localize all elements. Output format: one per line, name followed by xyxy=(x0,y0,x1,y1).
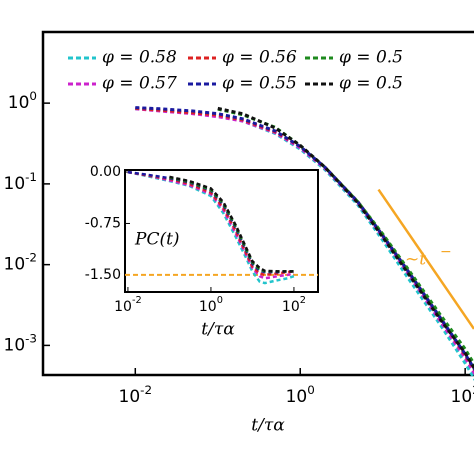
legend-label: φ = 0.55 xyxy=(222,74,297,94)
legend-label: φ = 0.56 xyxy=(222,48,297,68)
series-line xyxy=(169,175,294,273)
series-line xyxy=(217,106,474,371)
tick-label: 10-1 xyxy=(4,169,38,194)
series-line xyxy=(135,107,474,376)
x-axis-label: t/τα xyxy=(251,416,285,436)
y-tick-label: 0.00 xyxy=(90,164,121,180)
y-axis-label: PC(t) xyxy=(134,230,180,250)
series-line xyxy=(135,107,474,381)
tick-label: 100 xyxy=(286,383,315,408)
tick-label: 10-2 xyxy=(4,250,38,275)
y-tick-label: -1.50 xyxy=(85,267,121,283)
tick-label: 102 xyxy=(282,295,306,315)
series-line xyxy=(127,170,295,280)
tick-label: 100 xyxy=(199,295,223,315)
legend-label: φ = 0.5 xyxy=(339,74,403,94)
tick-label: 102 xyxy=(451,383,474,408)
y-tick-label: -0.75 xyxy=(85,215,121,231)
tick-label: 10-3 xyxy=(4,331,38,356)
fit-label-sup: − xyxy=(440,244,452,260)
x-axis-label: t/τα xyxy=(201,320,235,340)
series-line xyxy=(217,107,474,367)
plot-frame xyxy=(41,30,474,377)
legend-label: φ = 0.57 xyxy=(102,74,177,94)
fit-line xyxy=(377,188,474,330)
fit-label: ~t xyxy=(405,250,426,270)
legend-label: φ = 0.5 xyxy=(339,48,403,68)
tick-label: 10-2 xyxy=(119,383,153,408)
tick-label: 100 xyxy=(8,89,37,114)
legend-label: φ = 0.58 xyxy=(102,48,177,68)
tick-label: 10-2 xyxy=(114,295,142,315)
